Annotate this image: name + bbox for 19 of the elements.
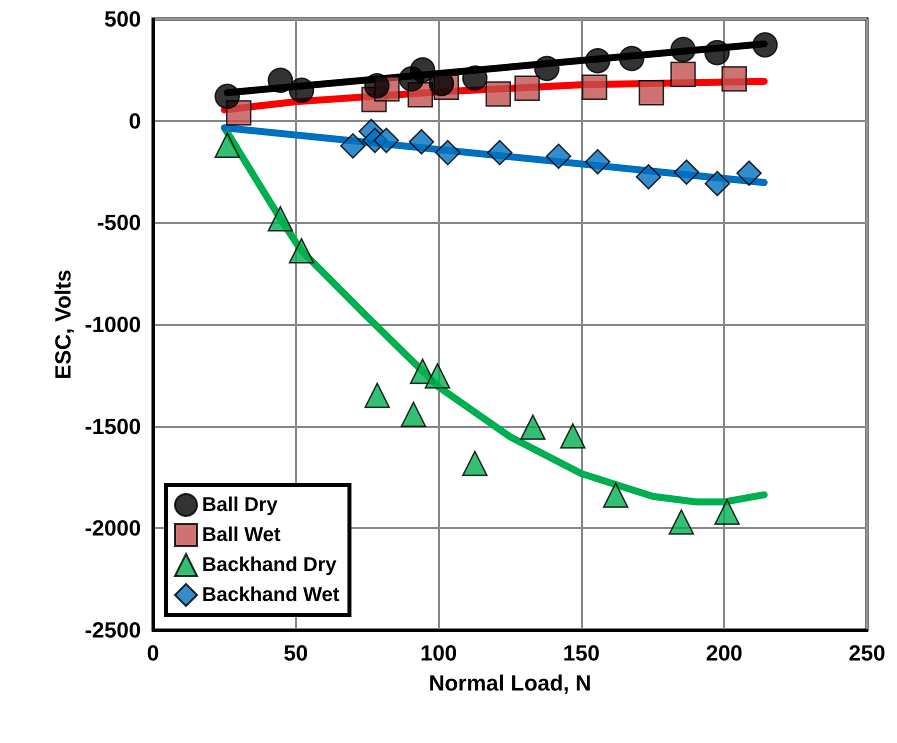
y-tick-label: 500 (104, 6, 141, 32)
x-tick-label: 200 (706, 640, 743, 666)
legend-label: Ball Wet (202, 524, 281, 546)
y-tick-label: -2000 (84, 516, 141, 541)
legend-label: Backhand Wet (202, 584, 340, 606)
legend-label: Ball Dry (202, 494, 278, 516)
x-tick-label: 100 (420, 640, 457, 666)
x-tick-label: 0 (146, 640, 160, 666)
y-tick-label: -1500 (84, 414, 141, 439)
x-tick-label: 50 (284, 640, 308, 666)
x-tick-label: 250 (848, 640, 886, 666)
x-tick-label: 150 (563, 640, 600, 666)
x-axis-title: Normal Load, N (428, 670, 592, 696)
y-tick-label: -500 (96, 210, 141, 236)
y-tick-label: 0 (128, 108, 141, 134)
legend-label: Backhand Dry (202, 554, 338, 576)
y-axis-title: ESC, Volts (50, 270, 76, 380)
y-tick-label: -1000 (84, 312, 141, 337)
y-tick-label: -2500 (84, 618, 141, 642)
